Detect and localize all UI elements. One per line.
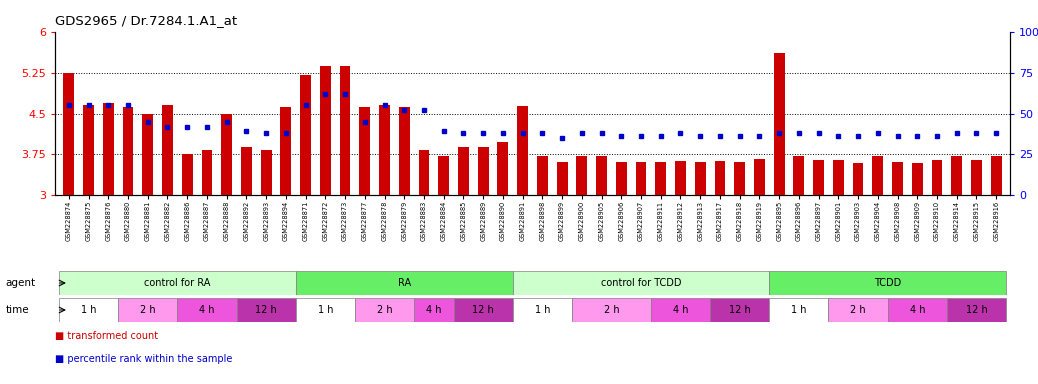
Text: control for TCDD: control for TCDD	[601, 278, 681, 288]
Bar	[399, 107, 410, 195]
Bar	[177, 298, 237, 321]
Bar	[296, 271, 513, 295]
Text: 2 h: 2 h	[604, 305, 620, 315]
Text: ■ transformed count: ■ transformed count	[55, 331, 158, 341]
Bar	[754, 159, 765, 195]
Bar	[458, 147, 469, 195]
Text: 4 h: 4 h	[426, 305, 441, 315]
Text: 2 h: 2 h	[850, 305, 866, 315]
Bar	[221, 114, 233, 195]
Text: time: time	[5, 305, 29, 315]
Bar	[832, 160, 844, 195]
Bar	[241, 147, 252, 195]
Bar	[813, 160, 824, 195]
Text: 1 h: 1 h	[535, 305, 550, 315]
Bar	[596, 156, 607, 195]
Bar	[201, 151, 213, 195]
Bar	[59, 271, 296, 295]
Text: 12 h: 12 h	[255, 305, 277, 315]
Bar	[635, 162, 647, 195]
Text: 12 h: 12 h	[729, 305, 750, 315]
Text: 4 h: 4 h	[199, 305, 215, 315]
Text: TCDD: TCDD	[874, 278, 901, 288]
Bar	[694, 162, 706, 195]
Bar	[438, 156, 449, 195]
Bar	[710, 298, 769, 321]
Bar	[556, 162, 568, 195]
Bar	[655, 162, 666, 195]
Text: control for RA: control for RA	[144, 278, 211, 288]
Bar	[379, 105, 390, 195]
Bar	[887, 298, 947, 321]
Text: 2 h: 2 h	[140, 305, 156, 315]
Bar	[769, 271, 1006, 295]
Bar	[576, 156, 588, 195]
Text: 4 h: 4 h	[909, 305, 925, 315]
Bar	[83, 105, 94, 195]
Text: agent: agent	[5, 278, 35, 288]
Text: ■ percentile rank within the sample: ■ percentile rank within the sample	[55, 354, 233, 364]
Bar	[931, 160, 943, 195]
Bar	[418, 151, 430, 195]
Bar	[513, 298, 572, 321]
Bar	[990, 156, 1002, 195]
Text: 1 h: 1 h	[318, 305, 333, 315]
Bar	[414, 298, 454, 321]
Text: 1 h: 1 h	[791, 305, 807, 315]
Bar	[237, 298, 296, 321]
Bar	[872, 156, 883, 195]
Text: 12 h: 12 h	[965, 305, 987, 315]
Text: RA: RA	[398, 278, 411, 288]
Bar	[947, 298, 1006, 321]
Text: 2 h: 2 h	[377, 305, 392, 315]
Bar	[773, 53, 785, 195]
Bar	[320, 66, 331, 195]
Text: GDS2965 / Dr.7284.1.A1_at: GDS2965 / Dr.7284.1.A1_at	[55, 14, 237, 27]
Bar	[142, 114, 154, 195]
Bar	[59, 298, 118, 321]
Bar	[454, 298, 513, 321]
Bar	[971, 160, 982, 195]
Bar	[63, 73, 75, 195]
Bar	[355, 298, 414, 321]
Bar	[280, 107, 292, 195]
Bar	[616, 162, 627, 195]
Bar	[261, 150, 272, 195]
Bar	[793, 156, 804, 195]
Bar	[852, 164, 864, 195]
Bar	[513, 271, 769, 295]
Bar	[182, 154, 193, 195]
Bar	[572, 298, 651, 321]
Bar	[477, 147, 489, 195]
Bar	[517, 106, 528, 195]
Bar	[339, 66, 351, 195]
Bar	[300, 76, 311, 195]
Bar	[296, 298, 355, 321]
Bar	[162, 105, 173, 195]
Bar	[734, 162, 745, 195]
Bar	[118, 298, 177, 321]
Bar	[103, 103, 114, 195]
Bar	[714, 161, 726, 195]
Bar	[769, 298, 828, 321]
Bar	[828, 298, 887, 321]
Text: 1 h: 1 h	[81, 305, 97, 315]
Bar	[892, 162, 903, 195]
Text: 12 h: 12 h	[472, 305, 494, 315]
Bar	[497, 142, 509, 195]
Bar	[122, 107, 134, 195]
Bar	[537, 156, 548, 195]
Text: 4 h: 4 h	[673, 305, 688, 315]
Bar	[911, 164, 923, 195]
Bar	[675, 161, 686, 195]
Bar	[359, 107, 371, 195]
Bar	[951, 156, 962, 195]
Bar	[651, 298, 710, 321]
